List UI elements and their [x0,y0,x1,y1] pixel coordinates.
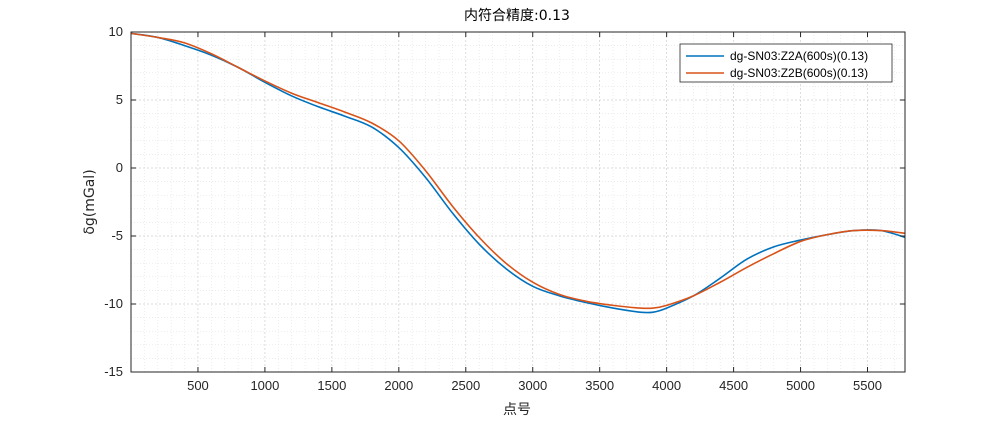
legend: dg-SN03:Z2A(600s)(0.13) dg-SN03:Z2B(600s… [679,43,893,83]
y-tick-label: 5 [116,92,123,107]
axes-box [130,31,906,373]
x-tick-label: 4000 [652,378,681,393]
plot-series [130,32,906,314]
x-tick-label: 4500 [719,378,748,393]
series-line-z2a [130,32,906,314]
chart-title: 内符合精度:0.13 [464,8,570,24]
y-tick-label: -5 [111,228,123,243]
y-tick-label: -10 [104,296,123,311]
legend-box [679,43,893,83]
y-tick-label: -15 [104,364,123,379]
x-tick-label: 5500 [853,378,882,393]
x-tick-label: 1500 [317,378,346,393]
x-tick-label: 2000 [384,378,413,393]
legend-label-z2a: dg-SN03:Z2A(600s)(0.13) [730,49,868,63]
x-axis-label: 点号 [503,402,531,418]
series-line-z2b [130,32,906,310]
x-tick-label: 3500 [585,378,614,393]
y-tick-label: 0 [116,160,123,175]
axis-ticks: 500 1000 1500 2000 2500 3000 3500 4000 4500 5000 5… [104,24,905,393]
y-tick-label: 10 [109,24,123,39]
x-tick-label: 500 [187,378,209,393]
x-tick-label: 5000 [786,378,815,393]
y-axis-label: δg(mGal) [82,169,98,234]
x-tick-label: 2500 [451,378,480,393]
legend-label-z2b: dg-SN03:Z2B(600s)(0.13) [730,66,868,80]
x-tick-label: 3000 [518,378,547,393]
x-tick-label: 1000 [250,378,279,393]
